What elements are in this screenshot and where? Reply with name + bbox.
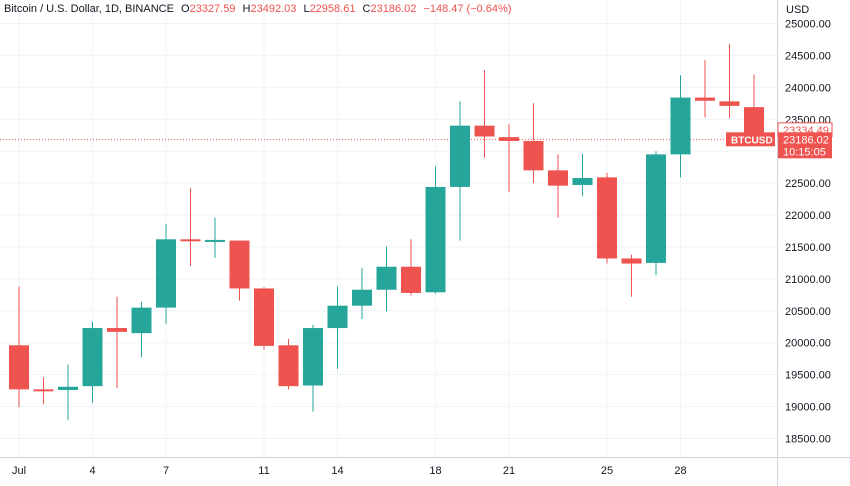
symbol-tag-label: BTCUSD xyxy=(731,135,773,146)
x-tick-label: 21 xyxy=(503,465,515,477)
change-value: −148.47 (−0.64%) xyxy=(423,3,512,15)
candle-body xyxy=(205,239,225,242)
candle-body xyxy=(401,266,421,293)
candle-body xyxy=(9,345,29,390)
candle-body xyxy=(58,386,78,390)
y-tick-label: 20000.00 xyxy=(785,338,831,350)
x-tick-label: 18 xyxy=(429,465,441,477)
countdown-tag-label: 10:15:05 xyxy=(783,146,826,158)
close-label: C xyxy=(362,3,371,15)
candle-body xyxy=(646,154,666,263)
last-price-tag-label: 23186.02 xyxy=(783,134,829,146)
candle-body xyxy=(180,239,201,242)
x-tick-label: 14 xyxy=(331,465,343,477)
candle-body xyxy=(254,288,274,346)
candle-body xyxy=(670,97,691,155)
candle-body xyxy=(156,239,176,308)
candle-body xyxy=(107,328,127,332)
candle-body xyxy=(597,177,617,259)
y-tick-label: 25000.00 xyxy=(785,19,831,31)
y-tick-label: 18500.00 xyxy=(785,434,831,446)
candle-body xyxy=(376,266,397,290)
x-tick-label: 4 xyxy=(89,465,95,477)
chart-legend: Bitcoin / U.S. Dollar, 1D, BINANCE O2332… xyxy=(4,3,512,15)
candle-body xyxy=(352,289,372,306)
open-label: O xyxy=(181,3,190,15)
candle-body xyxy=(33,389,54,392)
candle-body xyxy=(621,258,642,264)
last-price-tag-box xyxy=(778,132,832,159)
x-tick-label: 7 xyxy=(163,465,169,477)
candle-body xyxy=(229,240,250,289)
candle-body xyxy=(327,305,348,329)
low-value: 22958.61 xyxy=(309,3,356,15)
candle-body xyxy=(82,328,103,387)
y-tick-label: 20500.00 xyxy=(785,306,831,318)
candle-body xyxy=(523,140,544,171)
x-tick-label: 25 xyxy=(601,465,613,477)
candle-body xyxy=(450,125,470,187)
candle-body xyxy=(719,101,740,106)
y-tick-label: 22500.00 xyxy=(785,178,831,190)
symbol-title: Bitcoin / U.S. Dollar, 1D, BINANCE xyxy=(4,3,174,15)
close-value: 23186.02 xyxy=(370,3,417,15)
candle-body xyxy=(278,345,299,387)
y-tick-label: 21000.00 xyxy=(785,274,831,286)
high-label: H xyxy=(242,3,251,15)
y-tick-label: 24500.00 xyxy=(785,50,831,62)
candle-body xyxy=(303,328,323,386)
candle-body xyxy=(744,107,764,140)
candle-body xyxy=(425,186,446,293)
y-tick-label: 19500.00 xyxy=(785,370,831,382)
low-label: L xyxy=(303,3,310,15)
x-tick-label: Jul xyxy=(12,465,26,477)
candle-body xyxy=(695,97,715,101)
y-axis-currency-label: USD xyxy=(786,4,809,16)
y-tick-label: 24000.00 xyxy=(785,82,831,94)
candle-body xyxy=(572,178,593,186)
open-value: 23327.59 xyxy=(189,3,236,15)
y-tick-label: 21500.00 xyxy=(785,242,831,254)
candle-body xyxy=(131,307,152,334)
high-value: 23492.03 xyxy=(250,3,297,15)
y-tick-label: 19000.00 xyxy=(785,402,831,414)
candle-body xyxy=(548,170,568,186)
y-tick-label: 22000.00 xyxy=(785,210,831,222)
x-tick-label: 11 xyxy=(258,465,269,477)
candle-body xyxy=(499,137,519,141)
candle-body xyxy=(474,125,495,137)
symbol-tag-box xyxy=(726,132,775,147)
x-tick-label: 28 xyxy=(674,465,686,477)
